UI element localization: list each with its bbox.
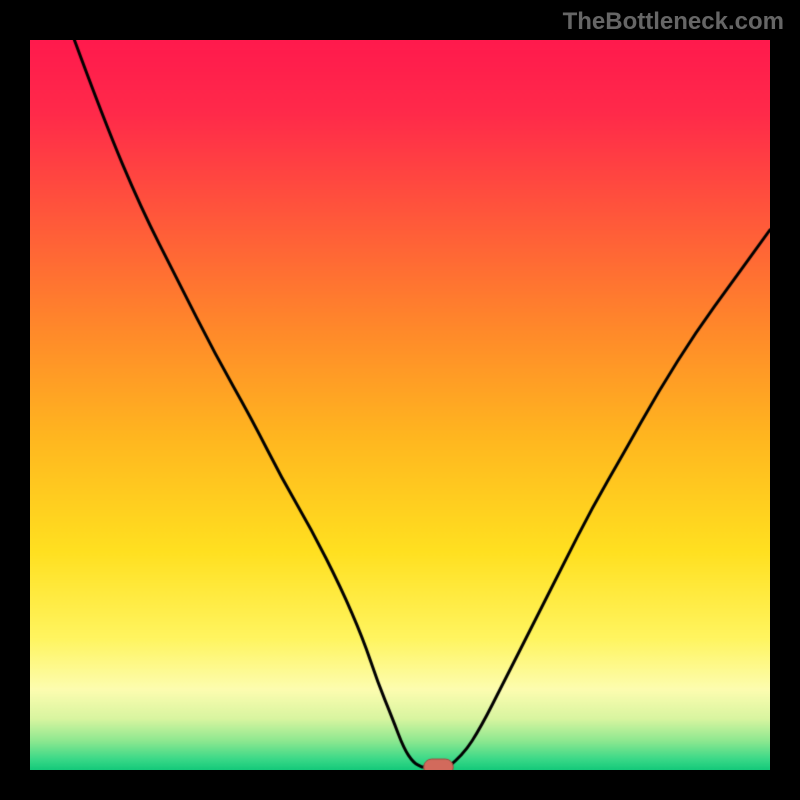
current-config-marker bbox=[30, 40, 770, 770]
watermark-text: TheBottleneck.com bbox=[563, 8, 784, 36]
plot-area bbox=[30, 40, 770, 770]
chart-stage: TheBottleneck.com bbox=[0, 0, 800, 800]
